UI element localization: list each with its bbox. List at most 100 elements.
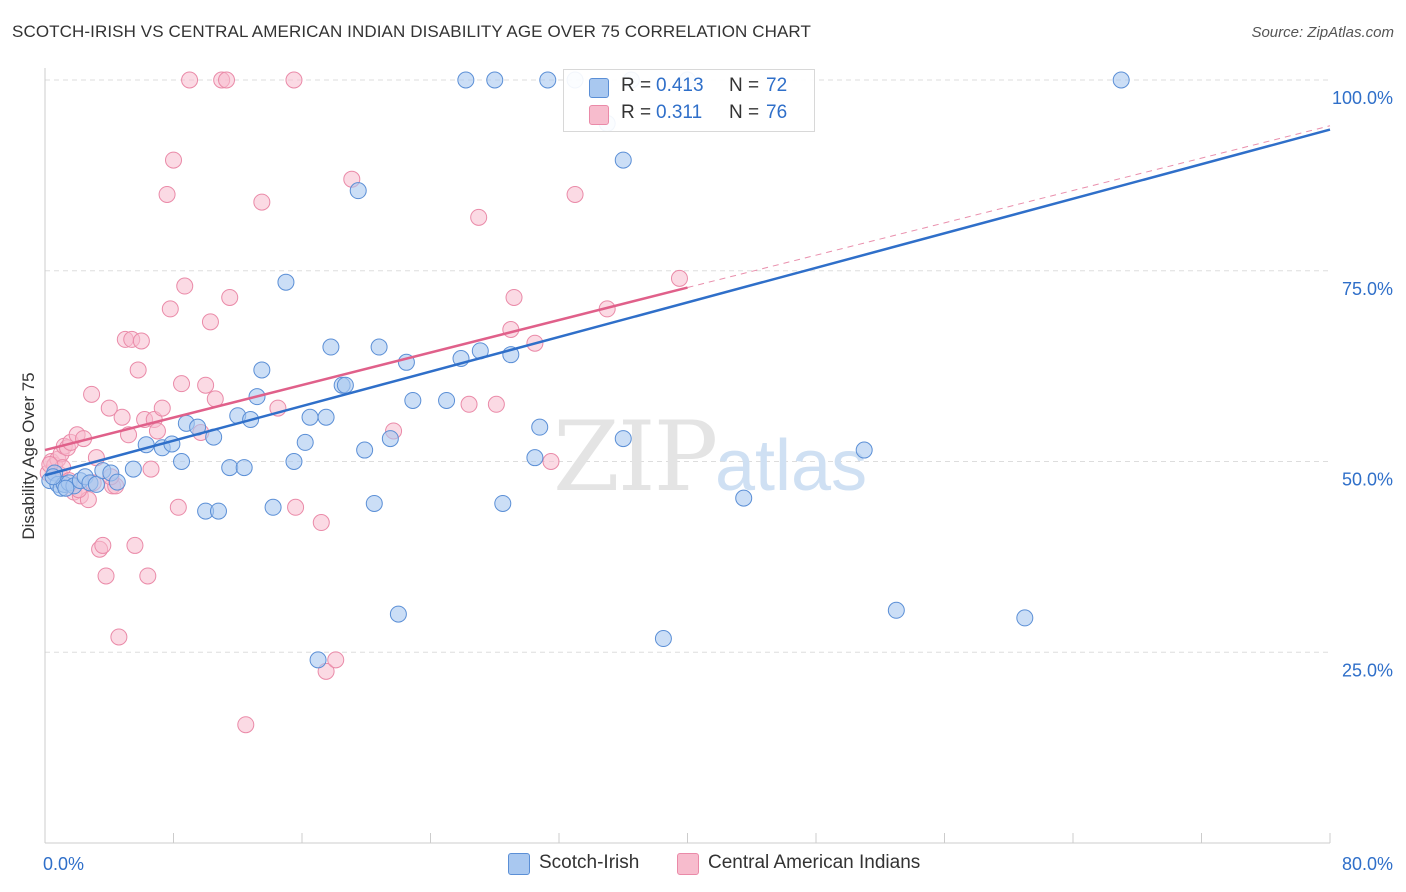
data-point-central-american-indians	[221, 288, 239, 306]
legend-r-value: 0.413	[656, 75, 704, 96]
series-legend: Scotch-Irish Central American Indians	[0, 851, 1406, 879]
data-point-scotch-irish	[887, 601, 905, 619]
x-tick-label: 0.0%	[43, 854, 84, 874]
data-point-central-american-indians	[110, 628, 128, 646]
data-point-scotch-irish	[654, 630, 672, 648]
data-point-central-american-indians	[670, 269, 688, 287]
data-point-central-american-indians	[201, 313, 219, 331]
legend-row-central-american-indians: R = 0.311 N = 76	[564, 101, 814, 127]
data-point-scotch-irish	[296, 433, 314, 451]
legend-r-label: R =	[621, 75, 652, 96]
data-point-scotch-irish	[614, 430, 632, 448]
y-axis-label: Disability Age Over 75	[19, 372, 38, 539]
data-point-scotch-irish	[173, 453, 191, 470]
data-point-central-american-indians	[327, 651, 345, 669]
legend-n-value: 72	[766, 75, 788, 96]
data-point-central-american-indians	[132, 332, 150, 350]
data-point-central-american-indians	[460, 395, 478, 413]
legend-n-label: N =	[729, 102, 760, 123]
data-point-scotch-irish	[108, 473, 126, 491]
y-tick-label: 100.0%	[1332, 88, 1393, 108]
data-point-scotch-irish	[526, 449, 544, 467]
x-tick-label: 80.0%	[1342, 854, 1393, 874]
legend-item-label: Central American Indians	[708, 852, 921, 873]
trend-lines	[44, 125, 1331, 477]
correlation-legend: R = 0.413 N = 72 R = 0.311 N = 76	[563, 69, 815, 132]
data-point-central-american-indians	[165, 151, 182, 169]
data-point-central-american-indians	[148, 422, 166, 440]
data-point-central-american-indians	[487, 395, 505, 413]
data-point-central-american-indians	[176, 277, 194, 295]
chart-title: SCOTCH-IRISH VS CENTRAL AMERICAN INDIAN …	[12, 22, 811, 41]
data-point-scotch-irish	[322, 338, 340, 356]
data-point-central-american-indians	[158, 185, 176, 203]
data-point-central-american-indians	[181, 71, 199, 89]
data-point-scotch-irish	[309, 651, 327, 669]
legend-swatch-pink	[677, 853, 699, 875]
data-point-central-american-indians	[312, 514, 330, 532]
legend-r-value: 0.311	[656, 102, 703, 123]
data-point-scotch-irish	[735, 489, 753, 507]
data-point-central-american-indians	[139, 567, 157, 585]
data-point-central-american-indians	[505, 288, 523, 306]
data-point-scotch-irish	[253, 361, 271, 379]
data-point-central-american-indians	[197, 376, 215, 394]
data-point-central-american-indians	[153, 399, 171, 417]
data-point-scotch-irish	[381, 430, 399, 448]
y-tick-label: 25.0%	[1342, 660, 1393, 680]
legend-item-label: Scotch-Irish	[539, 852, 640, 873]
data-point-scotch-irish	[486, 71, 504, 89]
data-point-scotch-irish	[438, 391, 456, 409]
data-point-scotch-irish	[370, 338, 388, 356]
data-point-central-american-indians	[113, 408, 131, 426]
legend-row-scotch-irish: R = 0.413 N = 72	[564, 74, 814, 100]
data-point-scotch-irish	[317, 408, 335, 426]
data-point-scotch-irish	[336, 376, 354, 394]
trend-line-scotch-irish	[44, 128, 1331, 477]
data-point-central-american-indians	[502, 321, 520, 339]
data-point-central-american-indians	[566, 185, 584, 203]
data-point-central-american-indians	[237, 716, 255, 734]
legend-swatch-blue	[589, 78, 609, 98]
data-point-scotch-irish	[277, 273, 295, 291]
watermark: ZIP atlas	[553, 401, 867, 513]
data-point-scotch-irish	[531, 418, 549, 436]
series-scotch-irish	[41, 71, 1130, 669]
y-tick-label: 50.0%	[1342, 470, 1393, 490]
data-point-scotch-irish	[1016, 609, 1034, 627]
trend-line-central-american-indians-extension	[687, 125, 1331, 289]
data-point-central-american-indians	[253, 193, 271, 211]
data-point-central-american-indians	[161, 300, 179, 318]
data-point-scotch-irish	[539, 71, 557, 89]
data-point-central-american-indians	[142, 460, 160, 478]
source-label: Source: ZipAtlas.com	[1251, 24, 1394, 41]
legend-swatch-blue	[508, 853, 530, 875]
data-point-central-american-indians	[470, 208, 488, 226]
x-tick-labels: 0.0% 80.0%	[43, 854, 1393, 874]
data-point-scotch-irish	[494, 494, 512, 512]
axes	[44, 68, 1331, 844]
data-point-scotch-irish	[264, 498, 282, 516]
data-point-scotch-irish	[209, 502, 227, 520]
data-point-central-american-indians	[83, 385, 101, 403]
data-point-scotch-irish	[457, 71, 475, 89]
data-point-scotch-irish	[87, 475, 105, 493]
data-point-scotch-irish	[404, 391, 422, 409]
data-point-scotch-irish	[365, 494, 383, 512]
data-point-central-american-indians	[169, 498, 187, 516]
data-point-scotch-irish	[57, 479, 75, 497]
legend-r-label: R =	[621, 102, 652, 123]
data-point-central-american-indians	[126, 536, 144, 554]
data-point-scotch-irish	[221, 459, 239, 477]
data-point-central-american-indians	[285, 71, 303, 89]
data-point-scotch-irish	[301, 408, 319, 426]
data-point-central-american-indians	[542, 453, 560, 470]
watermark-zip: ZIP	[553, 401, 716, 513]
data-point-scotch-irish	[349, 182, 367, 200]
data-point-central-american-indians	[287, 498, 305, 516]
legend-n-label: N =	[729, 75, 760, 96]
data-point-central-american-indians	[173, 375, 191, 393]
data-point-scotch-irish	[389, 605, 407, 623]
data-point-scotch-irish	[1112, 71, 1130, 89]
